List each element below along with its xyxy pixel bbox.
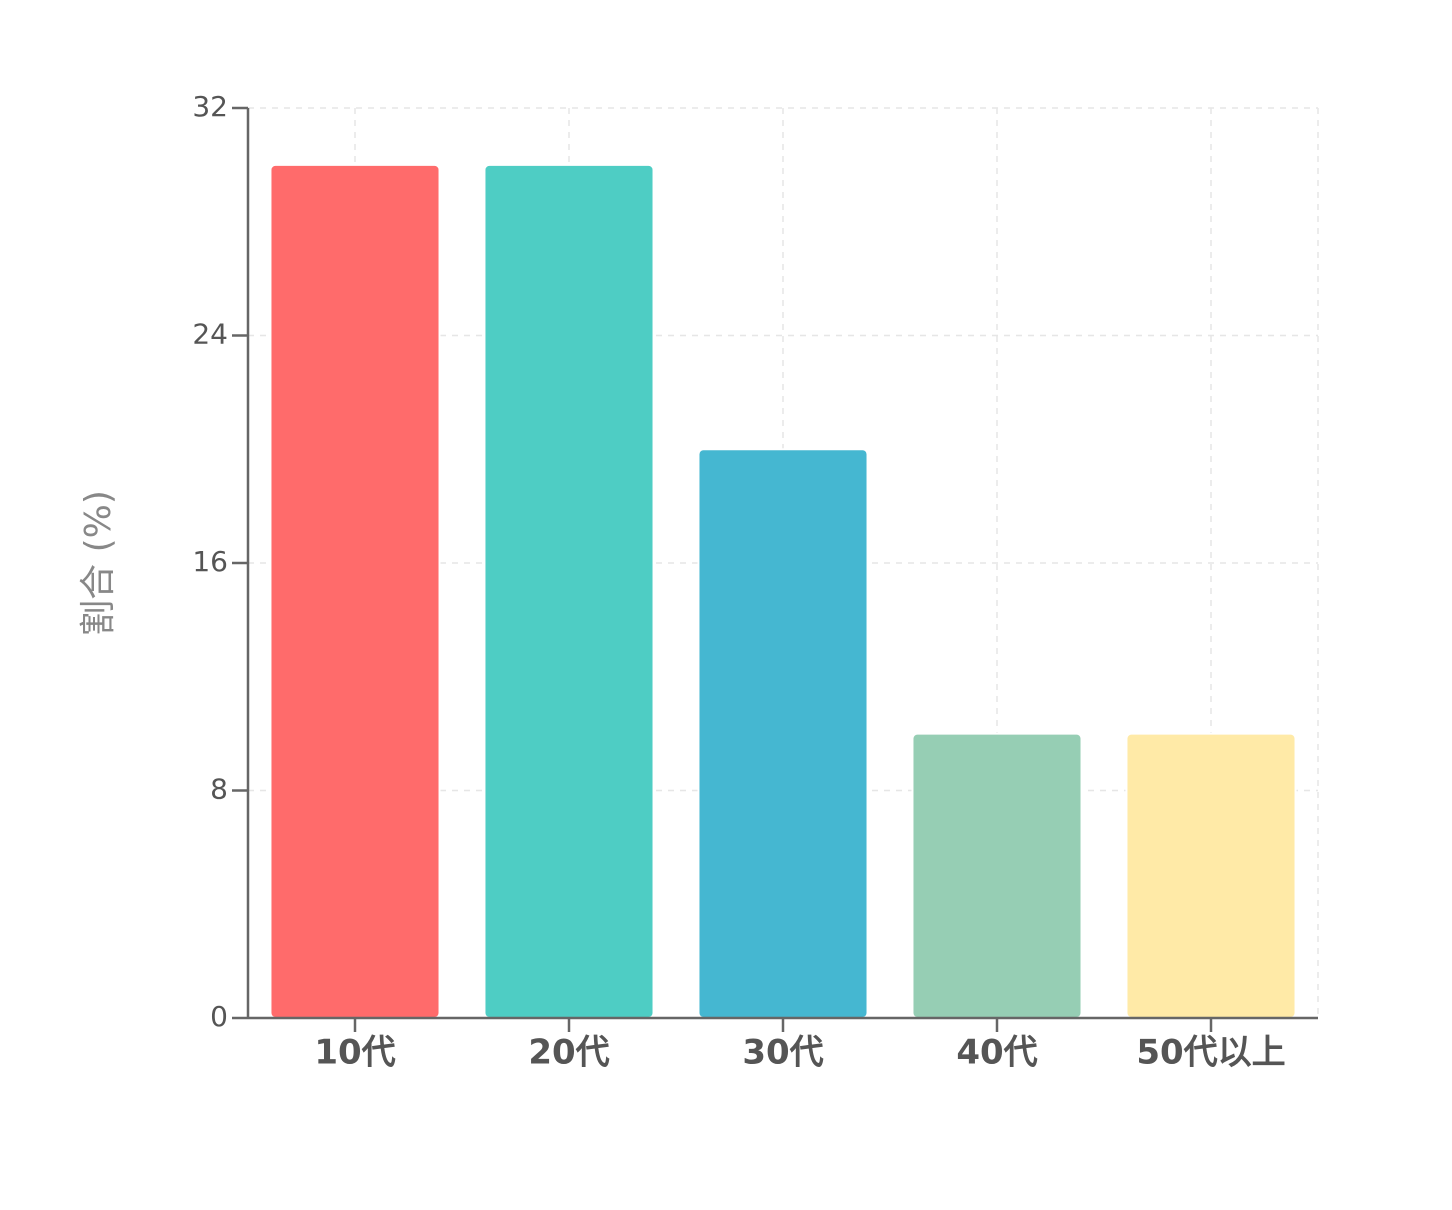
y-tick-label: 16	[192, 545, 228, 578]
bar	[1125, 732, 1297, 1019]
x-tick-label: 20代	[528, 1033, 609, 1073]
bar	[697, 448, 869, 1019]
bar	[911, 732, 1083, 1019]
bar	[483, 163, 655, 1019]
y-axis-title: 割合 (%)	[78, 490, 119, 636]
y-tick-label: 0	[210, 1000, 228, 1033]
x-tick-label: 50代以上	[1136, 1033, 1285, 1073]
x-tick-label: 30代	[742, 1033, 823, 1073]
y-tick-label: 24	[192, 318, 228, 351]
bar	[269, 163, 441, 1019]
x-tick-label: 10代	[314, 1033, 395, 1073]
y-tick-label: 8	[210, 773, 228, 806]
y-tick-label: 32	[192, 90, 228, 123]
x-tick-label: 40代	[956, 1033, 1037, 1073]
